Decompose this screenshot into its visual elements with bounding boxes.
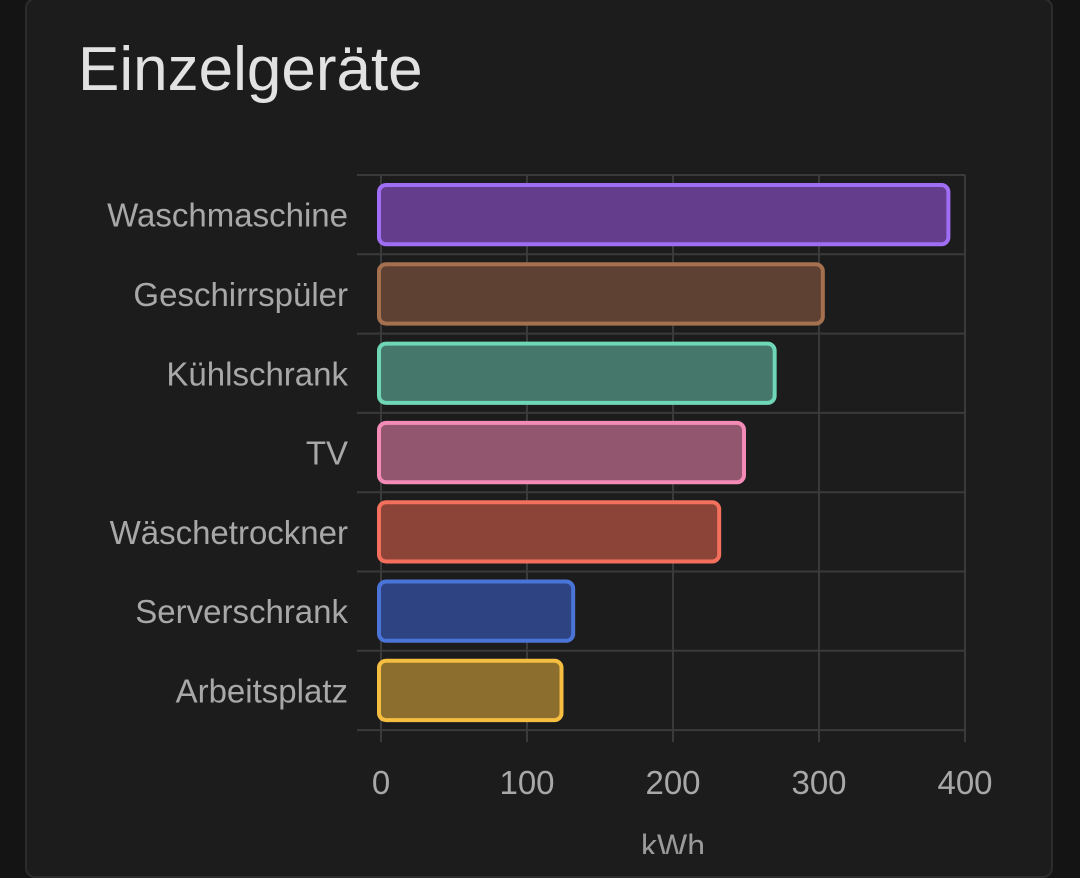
x-tick-label: 100 <box>499 764 554 801</box>
y-tick-label: TV <box>306 435 348 472</box>
x-axis-labels: 0 100 200 300 400 <box>372 764 993 801</box>
bar-arbeitsplatz[interactable] <box>377 658 564 723</box>
y-tick-label: Serverschrank <box>135 593 348 630</box>
x-tick-label: 400 <box>937 764 992 801</box>
x-axis-title: kWh <box>641 828 705 854</box>
y-tick-label: Waschmaschine <box>107 197 348 234</box>
x-tick-label: 0 <box>372 764 390 801</box>
bar-tv[interactable] <box>377 420 746 485</box>
x-tick-label: 300 <box>791 764 846 801</box>
y-tick-label: Arbeitsplatz <box>176 672 348 709</box>
card-title: Einzelgeräte <box>78 35 423 104</box>
bar-serverschrank[interactable] <box>377 579 576 643</box>
y-tick-label: Kühlschrank <box>166 355 348 392</box>
y-axis-labels: Waschmaschine Geschirrspüler Kühlschrank TV… <box>107 197 348 710</box>
x-tick-label: 200 <box>645 764 700 801</box>
bar-waschmaschine[interactable] <box>377 183 951 247</box>
chart-bars <box>377 183 951 723</box>
bar-geschirrspüler[interactable] <box>377 262 825 326</box>
y-tick-label: Geschirrspüler <box>133 276 348 313</box>
bar-wäschetrockner[interactable] <box>377 500 722 564</box>
bar-chart: Waschmaschine Geschirrspüler Kühlschrank TV… <box>107 174 993 854</box>
bar-kühlschrank[interactable] <box>377 341 777 405</box>
y-tick-label: Wäschetrockner <box>110 514 348 551</box>
